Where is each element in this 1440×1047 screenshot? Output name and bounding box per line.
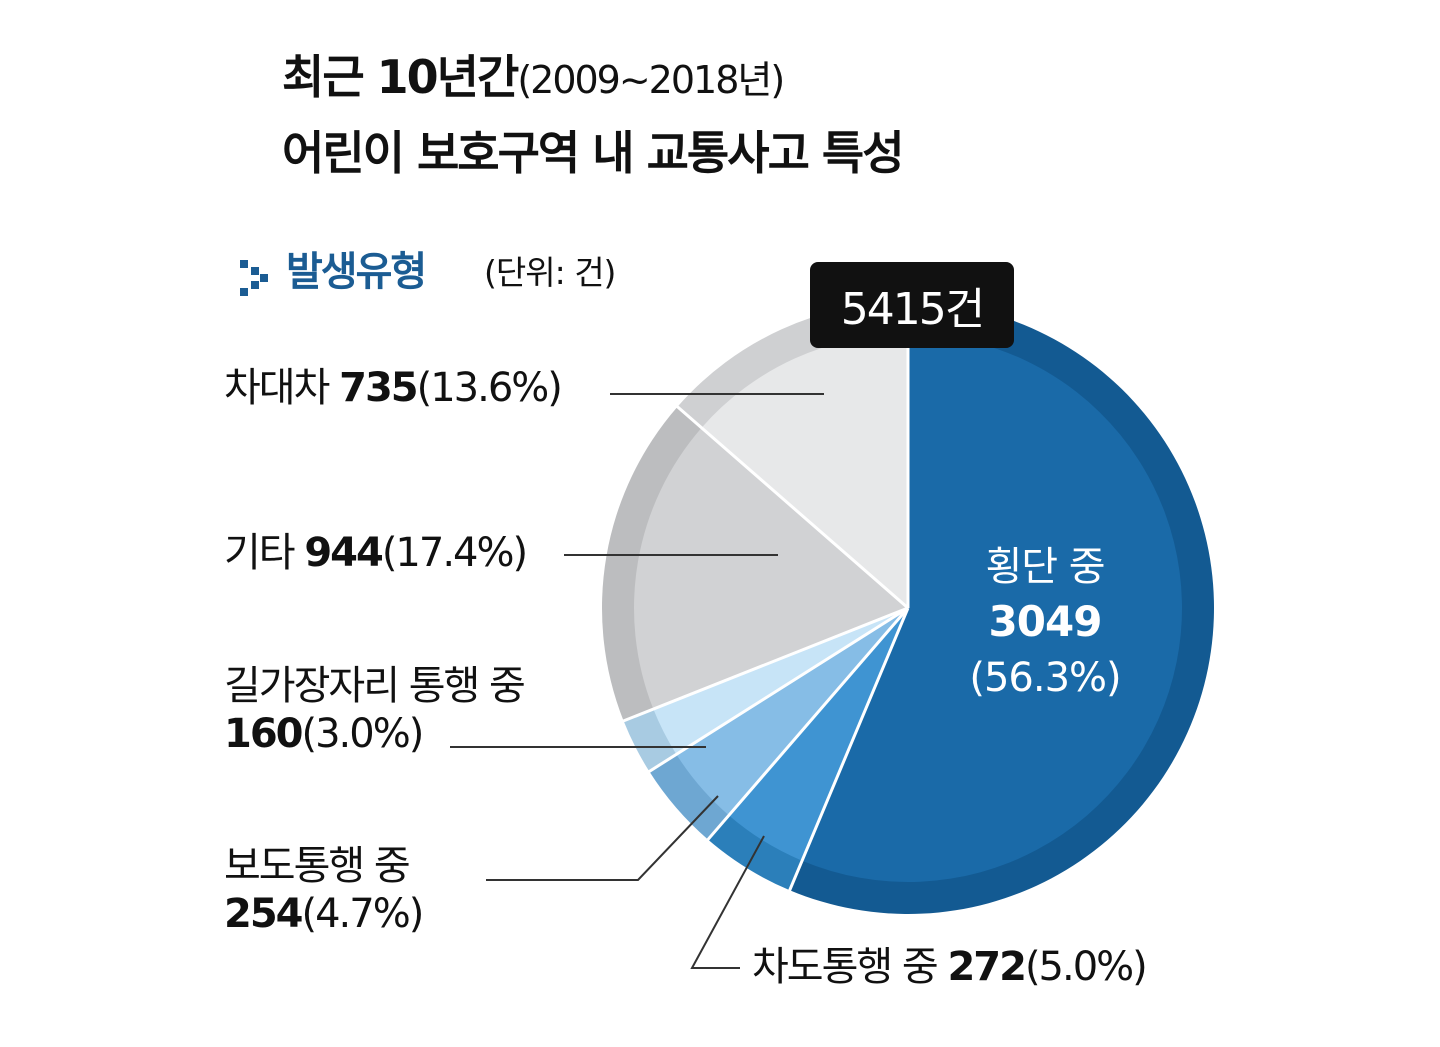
leader-line-sidewalk — [486, 795, 719, 881]
section-title: 발생유형 — [286, 249, 427, 295]
slice-separator — [622, 606, 909, 723]
vehicle-pct: (13.6%) — [416, 365, 563, 411]
crossing-value: 3049 — [988, 597, 1103, 646]
roadway-pct: (5.0%) — [1024, 944, 1148, 990]
total-badge: 5415건 — [810, 262, 1014, 348]
slice-separator — [706, 607, 910, 842]
other-value: 944 — [304, 530, 383, 576]
slice-separator — [675, 404, 909, 610]
slice-label-roadside: 길가장자리 통행 중 160(3.0%) — [224, 662, 526, 758]
crossing-pct: (56.3%) — [969, 654, 1121, 701]
roadside-value: 160 — [224, 711, 303, 757]
slice-label-sidewalk: 보도통행 중 254(4.7%) — [224, 842, 425, 938]
slice-separator — [787, 607, 910, 892]
pie-slice-roadway — [728, 608, 908, 861]
slice-label-other: 기타 944(17.4%) — [224, 529, 528, 577]
sidewalk-value: 254 — [224, 891, 303, 937]
leader-line-roadway — [690, 835, 765, 969]
roadway-name: 차도통행 중 — [752, 944, 939, 990]
unit-label: (단위: 건) — [484, 253, 616, 292]
slice-label-roadway: 차도통행 중 272(5.0%) — [752, 943, 1148, 991]
pie-slice-crossing — [802, 334, 1182, 882]
chart-title-line2: 어린이 보호구역 내 교통사고 특성 — [282, 126, 905, 180]
title-main: 최근 10년간 — [282, 50, 519, 104]
slice-label-vehicle: 차대차 735(13.6%) — [224, 364, 563, 412]
roadside-pct: (3.0%) — [301, 711, 425, 757]
sidewalk-name: 보도통행 중 — [224, 843, 411, 889]
sidewalk-pct: (4.7%) — [301, 891, 425, 937]
chevron-right-icon — [240, 260, 268, 296]
vehicle-name: 차대차 — [224, 365, 330, 411]
chart-title-line1: 최근 10년간(2009~2018년) — [282, 54, 785, 102]
other-name: 기타 — [224, 530, 296, 576]
roadway-value: 272 — [947, 944, 1026, 990]
pie-slice-vehicle — [701, 334, 908, 608]
pie-slice-roadside — [653, 608, 908, 755]
slice-separator — [647, 606, 909, 774]
pie-slice-other — [634, 427, 908, 710]
pie-slice-sidewalk — [676, 608, 908, 816]
crossing-name: 횡단 중 — [985, 544, 1105, 590]
slice-label-crossing: 횡단 중 3049 (56.3%) — [940, 540, 1150, 705]
other-pct: (17.4%) — [381, 530, 528, 576]
roadside-name: 길가장자리 통행 중 — [224, 663, 526, 709]
vehicle-value: 735 — [339, 365, 418, 411]
title-period: (2009~2018년) — [517, 58, 785, 102]
